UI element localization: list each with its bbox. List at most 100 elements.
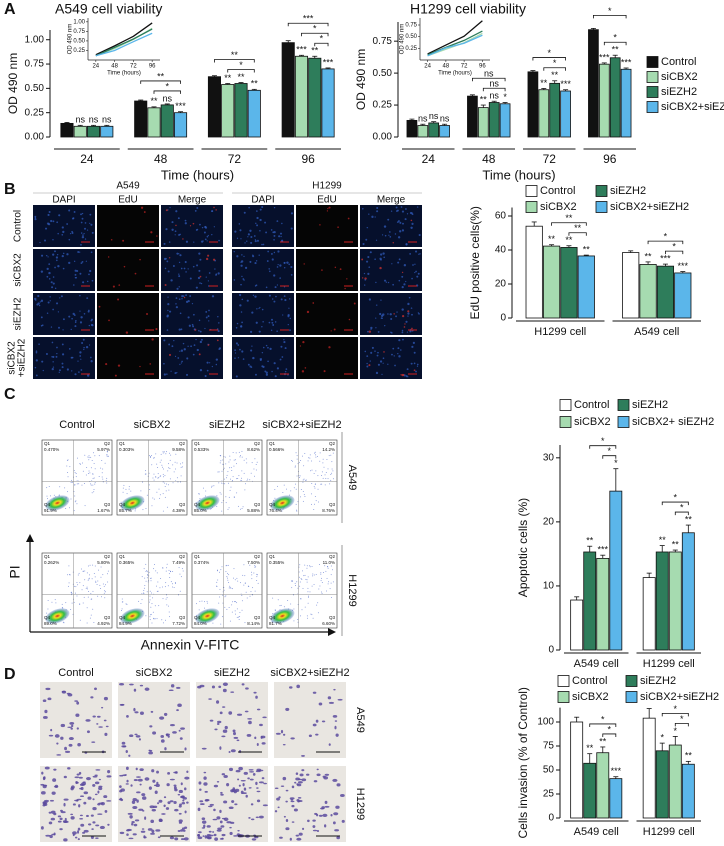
cell-dot xyxy=(214,268,216,270)
cell-blob xyxy=(221,735,226,738)
event-dot xyxy=(160,453,162,455)
event-dot xyxy=(73,585,75,587)
event-dot xyxy=(238,475,240,477)
cell-dot xyxy=(35,299,37,301)
cell-blob xyxy=(177,830,181,832)
quadrant-name: Q3 xyxy=(329,502,336,507)
cell-blob xyxy=(40,826,44,830)
bar xyxy=(221,84,235,138)
significance: * xyxy=(503,92,507,102)
y-tick-label: 30 xyxy=(543,452,555,463)
event-dot xyxy=(47,498,49,500)
cell-dot xyxy=(403,283,406,286)
event-dot xyxy=(101,460,103,462)
cell-blob xyxy=(99,825,105,830)
cell-blob xyxy=(204,790,208,793)
cell-blob xyxy=(53,768,57,771)
cell-dot xyxy=(55,256,59,259)
cell-dot xyxy=(366,260,369,263)
cell-dot xyxy=(365,238,368,241)
cell-dot xyxy=(233,279,236,281)
event-dot xyxy=(216,495,218,497)
significance: ns xyxy=(75,115,85,125)
event-dot xyxy=(236,602,238,604)
quadrant-name: Q3 xyxy=(104,615,111,620)
cell-blob xyxy=(335,805,340,809)
cell-blob xyxy=(42,699,47,703)
event-dot xyxy=(68,582,70,584)
cell-blob xyxy=(75,713,80,717)
event-dot xyxy=(90,598,92,600)
cell-blob xyxy=(182,799,185,802)
cell-blob xyxy=(301,769,305,772)
cell-dot xyxy=(52,220,55,223)
cell-blob xyxy=(199,788,202,791)
cell-dot xyxy=(181,360,183,363)
cell-blob xyxy=(126,715,129,718)
event-dot xyxy=(251,578,253,580)
cell-dot xyxy=(86,229,89,231)
cell-blob xyxy=(136,799,139,803)
cell-blob xyxy=(263,782,267,785)
event-dot xyxy=(70,591,72,593)
cell-blob xyxy=(177,793,181,796)
cell-dot xyxy=(179,312,182,315)
cell-dot xyxy=(407,315,409,317)
event-dot xyxy=(313,509,315,511)
event-dot xyxy=(317,612,319,614)
cell-dot xyxy=(66,368,69,371)
event-dot xyxy=(130,490,132,492)
cell-dot xyxy=(401,315,405,318)
micrograph xyxy=(161,337,223,379)
event-dot xyxy=(315,456,317,458)
cell-dot xyxy=(117,298,120,301)
event-dot xyxy=(151,505,153,507)
significance: *** xyxy=(598,545,609,555)
cell-dot xyxy=(238,293,242,297)
event-dot xyxy=(89,472,91,474)
cell-blob xyxy=(165,733,169,737)
event-dot xyxy=(251,594,253,596)
cell-dot xyxy=(400,349,402,351)
event-dot xyxy=(237,505,239,507)
micrograph xyxy=(33,337,95,379)
event-dot xyxy=(247,585,249,587)
event-dot xyxy=(256,461,258,463)
cell-blob xyxy=(255,816,259,819)
cell-dot xyxy=(122,239,125,242)
event-dot xyxy=(296,458,298,460)
event-dot xyxy=(145,473,147,475)
cell-dot xyxy=(74,373,77,376)
cell-dot xyxy=(401,308,404,311)
event-dot xyxy=(74,495,76,497)
cell-dot xyxy=(208,320,210,322)
event-dot xyxy=(311,565,313,567)
event-dot xyxy=(159,494,161,496)
cell-blob xyxy=(152,779,156,783)
cell-blob xyxy=(129,734,134,738)
event-dot xyxy=(308,595,310,597)
bracket-label: * xyxy=(553,58,557,68)
event-dot xyxy=(241,477,243,479)
bracket-label: * xyxy=(608,6,612,16)
event-dot xyxy=(125,488,127,490)
quadrant-percent: 0.374% xyxy=(194,560,209,565)
cell-dot xyxy=(401,271,404,274)
cell-dot xyxy=(267,360,269,363)
cell-dot xyxy=(191,323,194,326)
cell-blob xyxy=(316,830,320,832)
cell-blob xyxy=(201,820,207,824)
bar xyxy=(609,778,623,819)
event-dot xyxy=(253,565,255,567)
cell-dot xyxy=(178,273,180,275)
cell-blob xyxy=(180,838,185,841)
cell-dot xyxy=(39,241,41,244)
cell-blob xyxy=(92,783,96,787)
cell-dot xyxy=(68,209,71,212)
event-dot xyxy=(221,566,223,568)
event-dot xyxy=(175,453,177,455)
cell-blob xyxy=(74,776,80,779)
significance: ** xyxy=(565,235,573,245)
bar xyxy=(527,71,539,138)
row-label: siEZH2 xyxy=(13,297,24,330)
